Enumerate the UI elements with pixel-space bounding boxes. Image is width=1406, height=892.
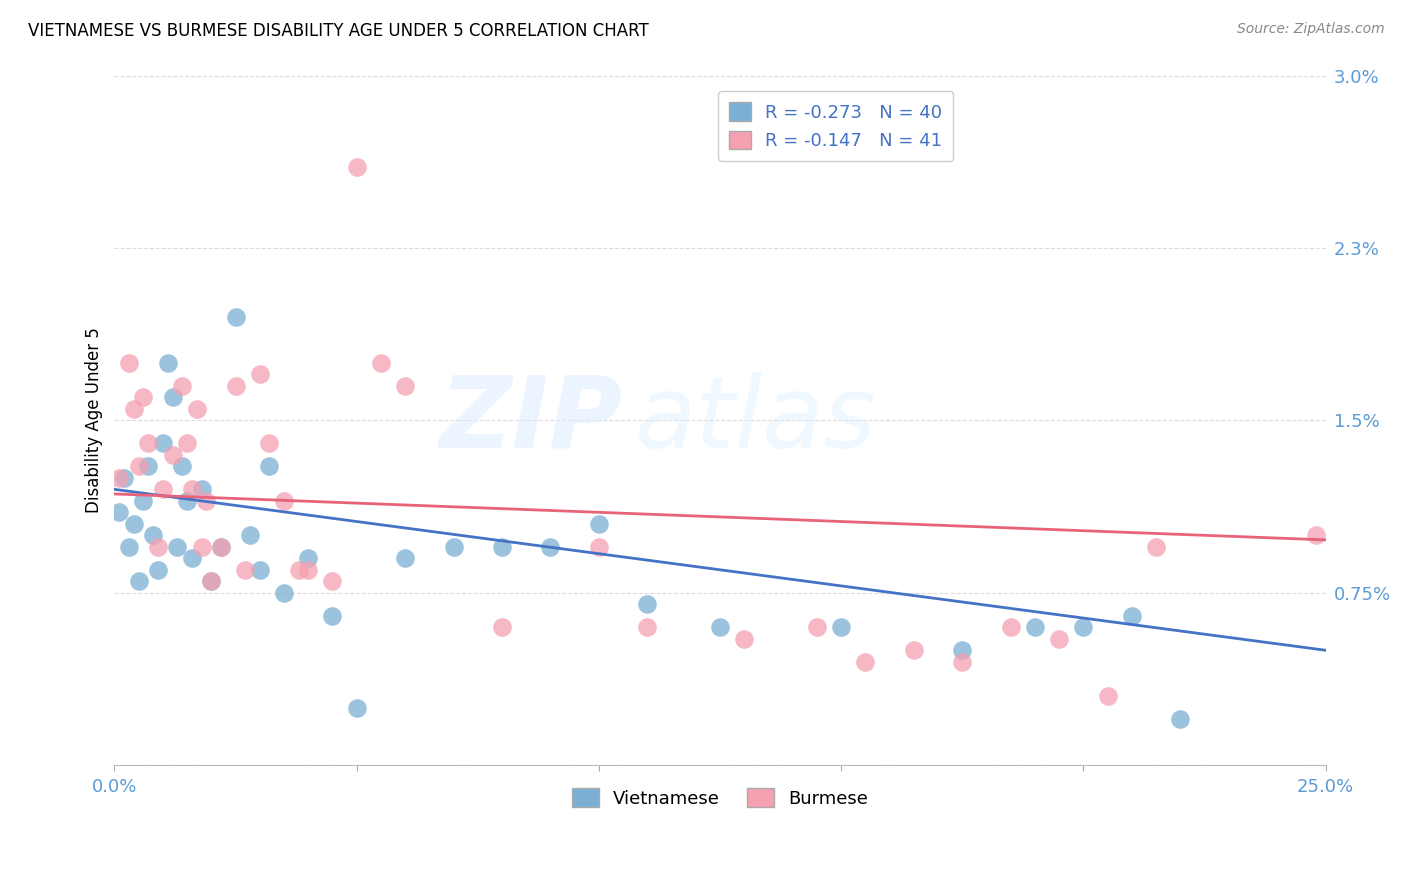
Point — [588, 516, 610, 531]
Point — [190, 483, 212, 497]
Point — [128, 459, 150, 474]
Point — [394, 379, 416, 393]
Text: atlas: atlas — [636, 372, 877, 469]
Point — [443, 540, 465, 554]
Point — [225, 379, 247, 393]
Point — [259, 459, 281, 474]
Point — [128, 574, 150, 589]
Point — [538, 540, 561, 554]
Point — [118, 356, 141, 370]
Point — [162, 448, 184, 462]
Point — [321, 574, 343, 589]
Point — [346, 700, 368, 714]
Point — [152, 483, 174, 497]
Y-axis label: Disability Age Under 5: Disability Age Under 5 — [86, 327, 103, 513]
Point — [122, 516, 145, 531]
Point — [172, 379, 194, 393]
Text: ZIP: ZIP — [440, 372, 623, 469]
Point — [136, 459, 159, 474]
Text: Source: ZipAtlas.com: Source: ZipAtlas.com — [1237, 22, 1385, 37]
Point — [209, 540, 232, 554]
Point — [1000, 620, 1022, 634]
Point — [1121, 608, 1143, 623]
Point — [176, 493, 198, 508]
Point — [162, 390, 184, 404]
Point — [156, 356, 179, 370]
Point — [200, 574, 222, 589]
Point — [239, 528, 262, 542]
Point — [950, 655, 973, 669]
Point — [346, 161, 368, 175]
Point — [370, 356, 392, 370]
Point — [588, 540, 610, 554]
Point — [136, 436, 159, 450]
Point — [146, 540, 169, 554]
Point — [108, 505, 131, 519]
Point — [709, 620, 731, 634]
Point — [233, 563, 256, 577]
Point — [152, 436, 174, 450]
Point — [733, 632, 755, 646]
Point — [1305, 528, 1327, 542]
Point — [142, 528, 165, 542]
Point — [209, 540, 232, 554]
Point — [1168, 712, 1191, 726]
Point — [146, 563, 169, 577]
Point — [297, 551, 319, 566]
Legend: Vietnamese, Burmese: Vietnamese, Burmese — [564, 780, 876, 814]
Point — [394, 551, 416, 566]
Point — [249, 563, 271, 577]
Point — [1047, 632, 1070, 646]
Point — [491, 620, 513, 634]
Point — [1097, 690, 1119, 704]
Point — [1144, 540, 1167, 554]
Point — [122, 401, 145, 416]
Point — [166, 540, 188, 554]
Point — [112, 471, 135, 485]
Point — [190, 540, 212, 554]
Point — [132, 390, 155, 404]
Point — [273, 493, 295, 508]
Point — [225, 310, 247, 324]
Point — [108, 471, 131, 485]
Point — [636, 597, 658, 611]
Point — [297, 563, 319, 577]
Point — [636, 620, 658, 634]
Point — [830, 620, 852, 634]
Point — [176, 436, 198, 450]
Text: VIETNAMESE VS BURMESE DISABILITY AGE UNDER 5 CORRELATION CHART: VIETNAMESE VS BURMESE DISABILITY AGE UND… — [28, 22, 650, 40]
Point — [806, 620, 828, 634]
Point — [321, 608, 343, 623]
Point — [273, 586, 295, 600]
Point — [249, 368, 271, 382]
Point — [903, 643, 925, 657]
Point — [950, 643, 973, 657]
Point — [259, 436, 281, 450]
Point — [200, 574, 222, 589]
Point — [132, 493, 155, 508]
Point — [195, 493, 218, 508]
Point — [491, 540, 513, 554]
Point — [186, 401, 208, 416]
Point — [853, 655, 876, 669]
Point — [287, 563, 309, 577]
Point — [172, 459, 194, 474]
Point — [1071, 620, 1094, 634]
Point — [118, 540, 141, 554]
Point — [1024, 620, 1046, 634]
Point — [181, 483, 204, 497]
Point — [181, 551, 204, 566]
